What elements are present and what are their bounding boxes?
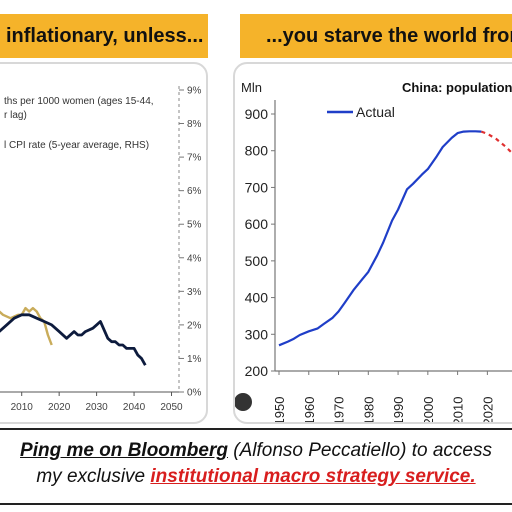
x-tick-label: 1970	[332, 397, 347, 424]
y-axis-label: Mln	[241, 80, 262, 95]
right-banner-text: ...you starve the world from c	[266, 24, 512, 47]
footer-line2-prefix: my exclusive	[36, 466, 151, 487]
left-banner-text: inflationary, unless...	[6, 24, 204, 47]
left-chart: 0% 1% 2% 3% 4% 5% 6% 7% 8% 9% 2010 2020 2030 2040 2050…	[0, 86, 202, 413]
x-tick-label: 1950	[272, 397, 287, 424]
y-tick-label: 9%	[187, 86, 202, 97]
x-tick-label: 2010	[451, 397, 466, 424]
x-tick-label: 2020	[48, 402, 71, 413]
x-tick-label: 2030	[510, 397, 512, 424]
y-tick-label: 3%	[187, 287, 202, 298]
y-tick-label: 700	[245, 179, 269, 195]
y-tick-label: 8%	[187, 119, 202, 130]
footer-line-2: my exclusive institutional macro strateg…	[0, 464, 512, 490]
y-tick-label: 300	[245, 326, 269, 342]
scroll-control-icon	[235, 393, 252, 411]
legend-label-2: l CPI rate (5-year average, RHS)	[4, 140, 149, 151]
series-line-projection	[481, 130, 512, 155]
service-link[interactable]: institutional macro strategy service.	[150, 466, 476, 487]
footer-name: (Alfonso Peccatiello) to access	[227, 440, 492, 461]
footer-note: Ping me on Bloomberg (Alfonso Peccatiell…	[0, 428, 512, 512]
left-banner: inflationary, unless...	[0, 14, 208, 58]
y-tick-label: 600	[245, 216, 269, 232]
right-chart: Mln China: population 200 300 400 500 600 700 80…	[235, 80, 512, 424]
legend-label-1a: ths per 1000 women (ages 15-44,	[4, 96, 154, 107]
y-tick-label: 200	[245, 363, 269, 379]
x-tick-label: 2030	[85, 402, 108, 413]
y-tick-label: 0%	[187, 388, 202, 399]
x-tick-label: 1990	[391, 397, 406, 424]
right-banner: ...you starve the world from c	[240, 14, 512, 58]
x-tick-label: 2040	[123, 402, 146, 413]
y-tick-label: 800	[245, 143, 269, 159]
x-tick-label: 1960	[302, 397, 317, 424]
y-tick-label: 1%	[187, 354, 202, 365]
x-tick-label: 2010	[11, 402, 34, 413]
legend-label-actual: Actual	[356, 104, 395, 120]
y-tick-label: 900	[245, 106, 269, 122]
y-tick-label: 5%	[187, 220, 202, 231]
bottom-divider	[0, 503, 512, 505]
right-chart-panel: Mln China: population 200 300 400 500 600 700 80…	[233, 62, 512, 424]
footer-line-1: Ping me on Bloomberg (Alfonso Peccatiell…	[0, 438, 512, 464]
x-tick-label: 2050	[160, 402, 183, 413]
series-line-actual	[278, 130, 482, 347]
y-tick-label: 6%	[187, 186, 202, 197]
x-tick-label: 2000	[421, 397, 436, 424]
y-tick-label: 2%	[187, 320, 202, 331]
left-chart-panel: 0% 1% 2% 3% 4% 5% 6% 7% 8% 9% 2010 2020 2030 2040 2050…	[0, 62, 208, 424]
x-tick-label: 1980	[361, 397, 376, 424]
y-tick-label: 7%	[187, 153, 202, 164]
legend-label-1b: r lag)	[4, 110, 27, 121]
y-tick-label: 500	[245, 253, 269, 269]
bloomberg-link[interactable]: Ping me on Bloomberg	[20, 440, 228, 461]
x-tick-label: 2020	[480, 397, 495, 424]
series-line-navy	[0, 313, 147, 366]
y-tick-label: 4%	[187, 253, 202, 264]
chart-title: China: population	[402, 80, 512, 95]
y-tick-label: 400	[245, 290, 269, 306]
